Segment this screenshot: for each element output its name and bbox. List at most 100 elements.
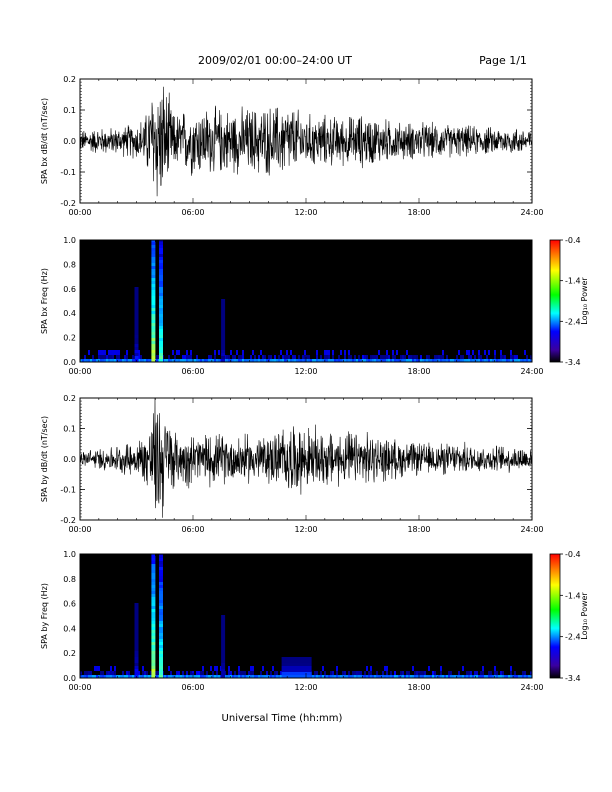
baseline-cell	[144, 671, 146, 675]
baseline-cell	[250, 359, 252, 362]
baseline-cell	[314, 671, 316, 675]
baseline-cell	[446, 359, 448, 362]
baseline-cell	[278, 359, 280, 362]
baseline-cell	[294, 355, 296, 359]
baseline-cell	[234, 359, 236, 362]
baseline-cell	[378, 359, 380, 362]
baseline-cell	[108, 350, 110, 355]
baseline-cell	[426, 675, 428, 678]
baseline-cell	[396, 359, 398, 362]
baseline-cell	[466, 350, 468, 355]
spectral-feature-cell	[221, 317, 226, 320]
spectral-feature-cell	[221, 329, 226, 332]
baseline-cell	[250, 355, 252, 359]
baseline-cell	[370, 355, 372, 359]
spectral-feature-cell	[151, 627, 156, 630]
baseline-cell	[140, 355, 142, 359]
baseline-cell	[458, 350, 460, 355]
spectral-feature-cell	[134, 660, 139, 663]
baseline-cell	[116, 359, 118, 362]
spectral-feature-cell	[134, 296, 139, 299]
y-axis-label: SPA bx Freq (Hz)	[40, 268, 49, 334]
baseline-cell	[110, 355, 112, 359]
baseline-cell	[384, 675, 386, 678]
baseline-cell	[440, 671, 442, 675]
baseline-cell	[254, 675, 256, 678]
baseline-cell	[102, 675, 104, 678]
spectral-feature-cell	[151, 663, 156, 666]
baseline-cell	[360, 675, 362, 678]
spectral-feature-cell	[151, 621, 156, 624]
spectral-feature-cell	[221, 618, 226, 621]
baseline-cell	[272, 666, 274, 671]
spectral-feature-cell	[281, 663, 312, 666]
baseline-cell	[412, 675, 414, 678]
spectral-feature-cell	[134, 627, 139, 630]
baseline-cell	[278, 355, 280, 359]
baseline-cell	[506, 675, 508, 678]
spectral-feature-cell	[134, 612, 139, 615]
baseline-cell	[132, 355, 134, 359]
baseline-cell	[218, 359, 220, 362]
spectral-feature-cell	[159, 284, 163, 287]
header-date-range: 2009/02/01 00:00–24:00 UT	[198, 54, 352, 67]
baseline-cell	[408, 671, 410, 675]
panel-2: -0.4 -1.4 -2.4 -3.4 Log₁₀ Power 1.0 0.8 0.6 0.4 0…	[40, 236, 589, 376]
baseline-cell	[376, 671, 378, 675]
baseline-cell	[120, 675, 122, 678]
baseline-cell	[396, 675, 398, 678]
spectral-feature-cell	[134, 308, 139, 311]
x-tick-label: 06:00	[181, 683, 204, 692]
baseline-cell	[208, 359, 210, 362]
spectral-feature-cell	[151, 296, 156, 299]
baseline-cell	[168, 359, 170, 362]
baseline-cell	[150, 671, 152, 675]
baseline-cell	[320, 355, 322, 359]
spectral-feature-cell	[134, 326, 139, 329]
baseline-cell	[94, 359, 96, 362]
baseline-cell	[206, 675, 208, 678]
x-tick-label: 18:00	[407, 208, 430, 217]
baseline-cell	[476, 671, 478, 675]
spectral-feature-cell	[281, 660, 312, 663]
baseline-cell	[428, 675, 430, 678]
baseline-cell	[472, 675, 474, 678]
spectral-feature-cell	[221, 302, 226, 305]
spectral-feature-cell	[281, 675, 312, 678]
baseline-cell	[474, 355, 476, 359]
x-tick-label: 00:00	[68, 525, 91, 534]
baseline-cell	[262, 359, 264, 362]
baseline-cell	[88, 359, 90, 362]
baseline-cell	[180, 675, 182, 678]
baseline-cell	[428, 355, 430, 359]
baseline-cell	[494, 675, 496, 678]
spectral-feature-cell	[151, 567, 156, 570]
baseline-cell	[448, 671, 450, 675]
baseline-cell	[248, 359, 250, 362]
spectral-feature-cell	[159, 341, 163, 344]
baseline-cell	[214, 666, 216, 671]
baseline-cell	[404, 359, 406, 362]
spectral-feature-cell	[221, 621, 226, 624]
spectral-feature-cell	[151, 323, 156, 326]
spectral-feature-cell	[221, 359, 226, 362]
baseline-cell	[368, 675, 370, 678]
spectral-feature-cell	[151, 254, 156, 257]
spectral-feature-cell	[159, 657, 163, 660]
baseline-cell	[150, 675, 152, 678]
baseline-cell	[494, 359, 496, 362]
baseline-cell	[510, 666, 512, 671]
baseline-cell	[486, 675, 488, 678]
baseline-cell	[478, 359, 480, 362]
baseline-cell	[308, 355, 310, 359]
spectral-feature-cell	[134, 639, 139, 642]
spectral-feature-cell	[151, 290, 156, 293]
baseline-cell	[316, 671, 318, 675]
baseline-cell	[116, 355, 118, 359]
baseline-cell	[118, 675, 120, 678]
baseline-cell	[84, 359, 86, 362]
spectral-feature-cell	[151, 555, 156, 558]
spectral-feature-cell	[151, 353, 156, 356]
baseline-cell	[92, 355, 94, 359]
y-tick-label: 0.0	[63, 674, 76, 683]
